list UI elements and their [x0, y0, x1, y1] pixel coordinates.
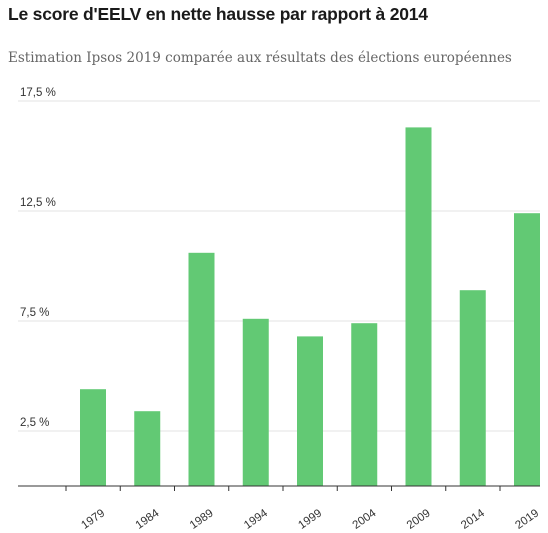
x-tick-label: 1994 [242, 507, 270, 532]
bar-1994 [242, 318, 269, 486]
x-tick-label: 1999 [296, 507, 324, 532]
x-tick-label: 1989 [188, 507, 216, 532]
y-tick-label: 17,5 % [20, 87, 56, 99]
x-tick-label: 2019 [513, 507, 541, 532]
x-tick-label: 2004 [351, 507, 379, 532]
x-tick-label: 1984 [134, 507, 162, 532]
chart-subtitle: Estimation Ipsos 2019 comparée aux résul… [8, 50, 512, 66]
y-tick-label: 7,5 % [20, 307, 49, 319]
bar-1999 [297, 336, 323, 486]
chart-title: Le score d'EELV en nette hausse par rapp… [8, 4, 428, 24]
bar-2014 [459, 290, 486, 486]
y-tick-label: 2,5 % [20, 417, 49, 429]
bar-2009 [405, 127, 432, 487]
bar-2004 [351, 323, 378, 486]
bar-2019 [514, 213, 540, 486]
y-tick-label: 12,5 % [20, 197, 56, 209]
x-tick-label: 2014 [459, 507, 487, 532]
x-tick-label: 1979 [79, 507, 107, 532]
bar-1984 [134, 411, 161, 486]
x-tick-label: 2009 [405, 507, 433, 532]
bar-1989 [188, 252, 215, 486]
bar-1979 [80, 389, 106, 486]
